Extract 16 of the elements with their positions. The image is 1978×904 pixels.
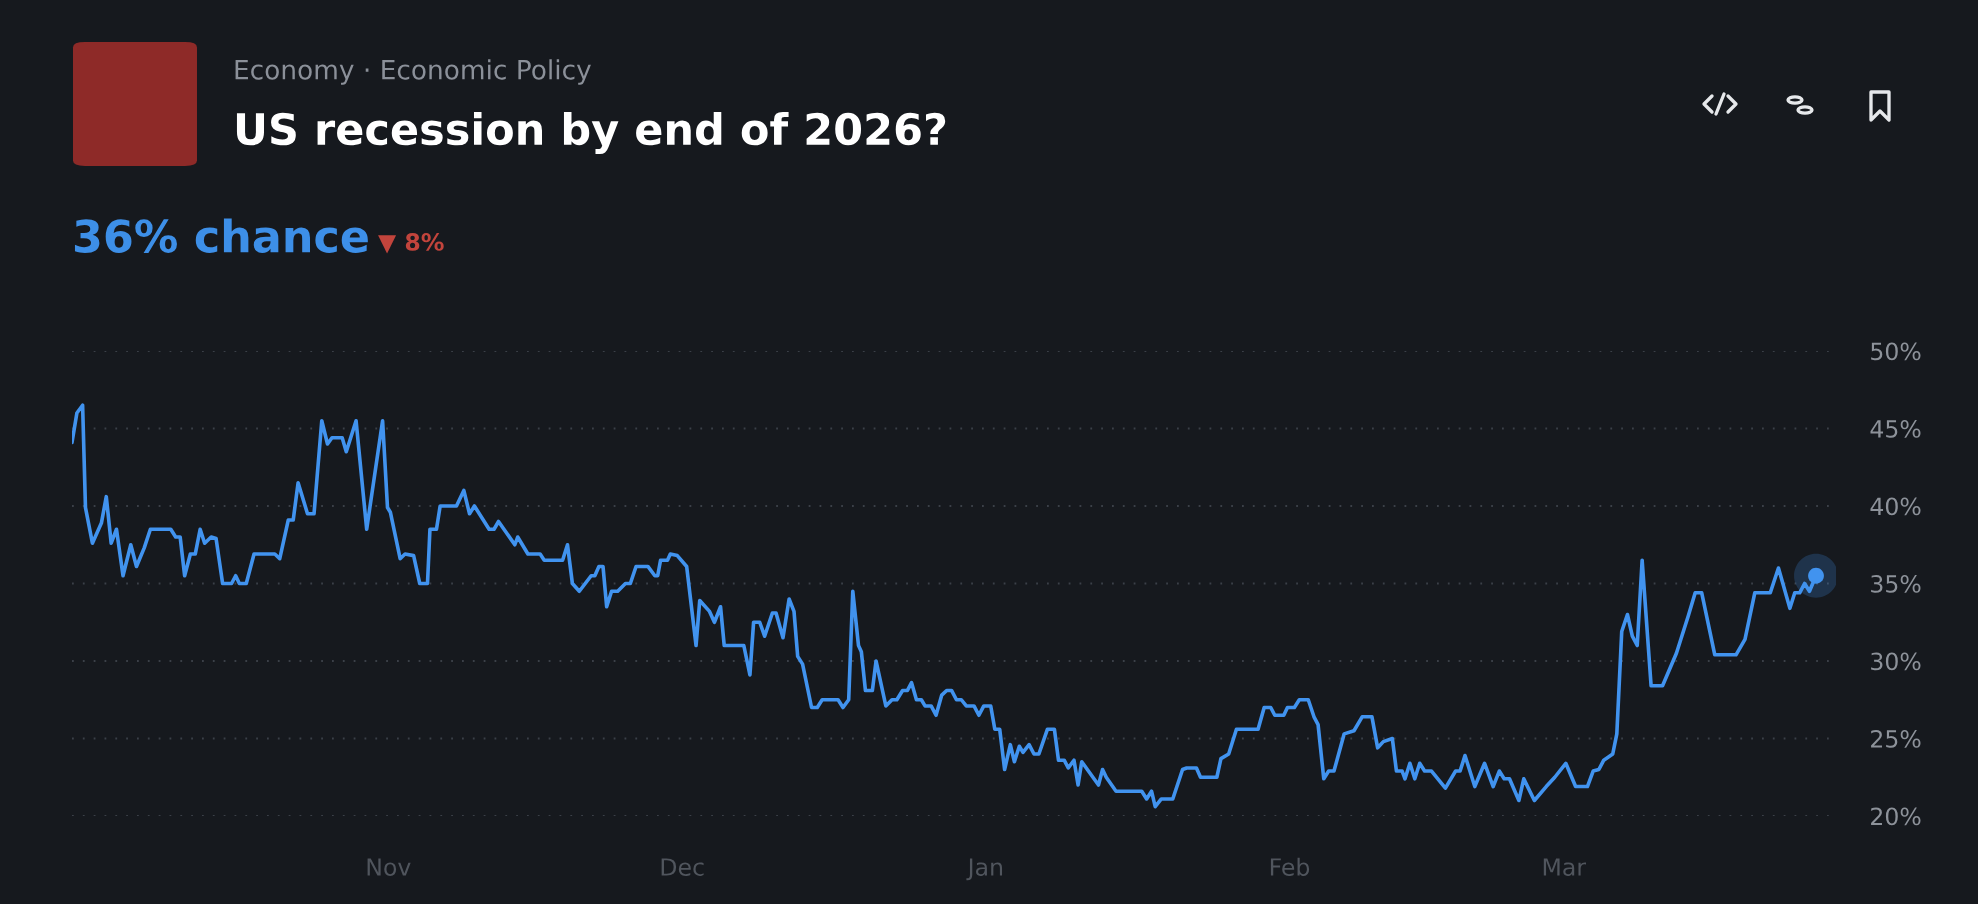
y-tick-label: 50% [1871, 342, 1921, 361]
x-tick-label: Feb [1270, 857, 1310, 876]
y-tick-label: 35% [1871, 574, 1921, 593]
y-tick-label: 40% [1870, 497, 1921, 516]
x-tick-label: Nov [367, 858, 411, 876]
y-tick-label: 20% [1871, 807, 1921, 826]
text: ▼ 8% [378, 232, 444, 254]
chart-title: US recession by end of 2026? [236, 112, 946, 154]
y-tick-label: 30% [1871, 652, 1921, 671]
text: 36% chance [74, 218, 368, 253]
y-tick-label: 25% [1871, 729, 1921, 748]
x-tick-label: Dec [661, 858, 704, 876]
y-tick-label: 45% [1870, 419, 1921, 438]
x-tick-label: Mar [1543, 858, 1587, 876]
chart-subtitle: Economy · Economic Policy [235, 59, 591, 85]
x-tick-label: Jan [966, 858, 1003, 881]
